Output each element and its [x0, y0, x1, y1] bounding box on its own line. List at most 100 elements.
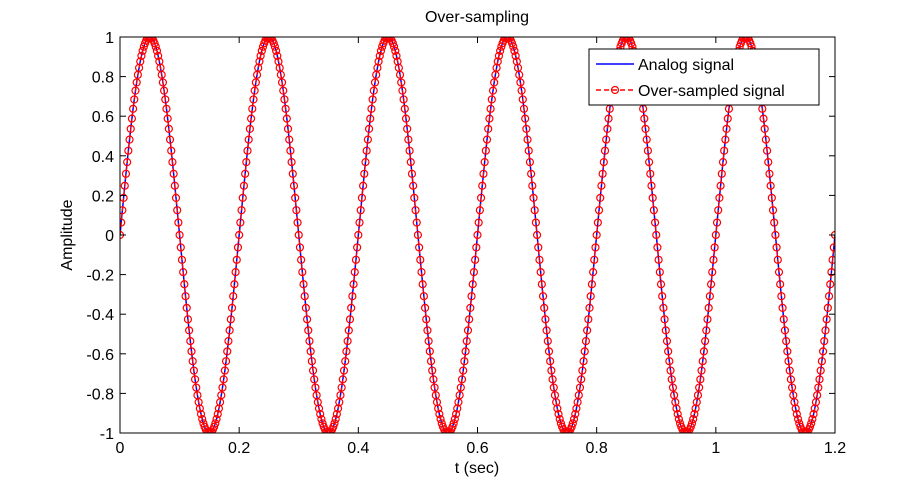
oversampled-point — [180, 280, 189, 289]
oversampled-point — [461, 347, 470, 356]
oversampled-point — [280, 95, 289, 104]
oversampled-point — [783, 347, 792, 356]
oversampled-point — [531, 218, 540, 227]
oversampled-point — [299, 280, 308, 289]
oversampled-point — [776, 280, 785, 289]
oversampled-point — [342, 347, 351, 356]
oversampled-point — [163, 114, 172, 123]
chart-title: Over-sampling — [425, 9, 529, 26]
oversampled-point — [648, 193, 657, 202]
oversampled-point — [251, 78, 260, 87]
oversampled-point — [181, 292, 190, 301]
oversampled-point — [403, 124, 412, 134]
oversampled-point — [717, 169, 726, 178]
oversampled-point — [479, 169, 488, 178]
oversampled-point — [223, 347, 232, 356]
oversampled-point — [233, 243, 243, 252]
oversampled-point — [768, 206, 778, 215]
oversampled-point — [419, 292, 428, 301]
oversampled-point — [249, 95, 258, 104]
x-tick-label: 0.8 — [586, 440, 608, 457]
oversampled-point — [287, 158, 296, 167]
oversampled-point — [292, 206, 301, 215]
oversampled-point — [655, 268, 664, 277]
oversampled-point — [828, 255, 835, 264]
oversampled-point — [283, 124, 293, 134]
oversampled-point — [575, 383, 585, 392]
oversampled-point — [242, 158, 251, 167]
oversampled-point — [129, 104, 138, 113]
oversampled-point — [198, 415, 207, 424]
oversampled-point — [784, 357, 793, 366]
oversampled-point — [803, 427, 812, 433]
oversampled-point — [164, 124, 173, 134]
oversampled-point — [604, 114, 613, 123]
oversampled-point — [376, 46, 386, 56]
oversampled-point — [647, 181, 656, 190]
oversampled-point — [668, 383, 678, 392]
oversampled-point — [706, 280, 716, 289]
oversampled-point — [411, 206, 420, 215]
oversampled-point — [661, 326, 670, 335]
oversampled-point — [236, 218, 245, 227]
oversampled-point — [696, 375, 705, 384]
oversampled-point — [525, 158, 535, 167]
oversampled-point — [569, 415, 579, 424]
oversampled-point — [823, 303, 832, 312]
oversampled-point — [484, 124, 493, 134]
oversampled-point — [121, 169, 131, 178]
oversampled-point — [330, 419, 339, 428]
oversampled-point — [179, 268, 188, 277]
oversampled-point — [787, 383, 797, 392]
oversampled-point — [641, 124, 650, 134]
oversampled-point — [220, 366, 229, 375]
oversampled-point — [597, 181, 606, 190]
oversampled-point — [465, 315, 474, 324]
oversampled-point — [445, 427, 455, 433]
y-tick-label: 0.8 — [92, 70, 114, 87]
oversampled-point — [462, 336, 471, 346]
oversampled-point — [151, 42, 160, 51]
oversampled-point — [374, 57, 383, 66]
oversampled-point — [349, 280, 358, 289]
y-tick-label: 0.6 — [92, 109, 114, 126]
oversampled-point — [161, 95, 170, 104]
oversampled-point — [580, 347, 589, 356]
oversampled-point — [388, 39, 397, 48]
oversampled-point — [455, 391, 464, 400]
oversampled-point — [225, 326, 234, 335]
oversampled-point — [317, 415, 326, 424]
oversampled-point — [132, 78, 141, 87]
oversampled-point — [347, 303, 356, 312]
oversampled-point — [345, 315, 355, 324]
oversampled-point — [818, 347, 828, 356]
oversampled-point — [400, 104, 409, 113]
oversampled-point — [456, 383, 465, 392]
oversampled-point — [399, 95, 408, 104]
oversampled-point — [571, 410, 580, 419]
oversampled-point — [366, 114, 375, 123]
oversampled-point — [310, 375, 319, 384]
oversampled-point — [420, 303, 430, 312]
oversampled-point — [664, 347, 673, 356]
y-tick-label: -0.4 — [86, 307, 114, 324]
oversampled-point — [778, 303, 787, 312]
oversampled-point — [813, 391, 822, 400]
oversampled-point — [291, 193, 300, 202]
series-oversampled-markers — [120, 37, 835, 433]
oversampled-point — [210, 422, 219, 431]
oversampled-point — [759, 114, 768, 123]
oversampled-point — [189, 366, 198, 375]
oversampled-point — [594, 206, 604, 215]
oversampled-point — [302, 315, 312, 324]
oversampled-point — [516, 78, 525, 87]
oversampled-point — [361, 158, 370, 167]
legend-oversampled-label: Over-sampled signal — [638, 83, 785, 100]
oversampled-point — [530, 206, 539, 215]
oversampled-point — [131, 86, 140, 95]
oversampled-point — [709, 255, 718, 264]
oversampled-point — [154, 51, 163, 60]
oversampled-point — [138, 46, 147, 56]
y-tick-label: 1 — [105, 30, 114, 47]
oversampled-point — [662, 336, 672, 346]
